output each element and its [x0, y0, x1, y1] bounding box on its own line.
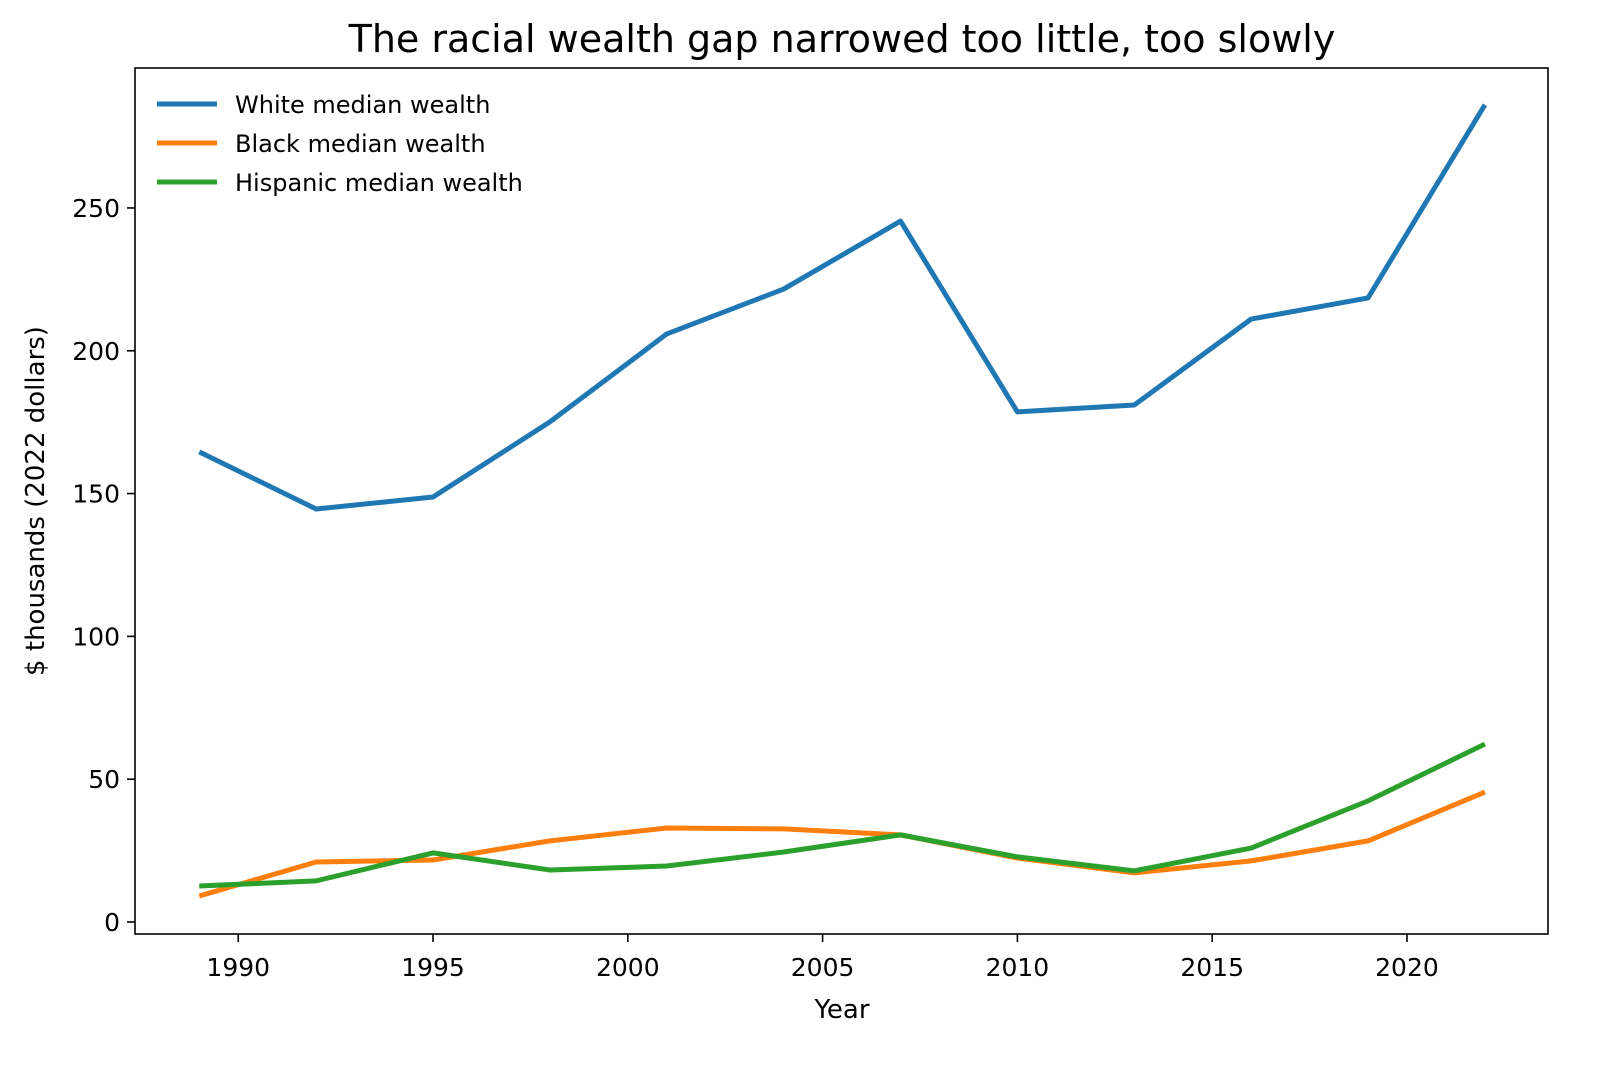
x-axis-label: Year	[813, 995, 869, 1025]
plot-frame	[134, 67, 1549, 935]
x-tick-label: 2015	[1180, 953, 1244, 982]
y-axis-label: $ thousands (2022 dollars)	[21, 326, 51, 676]
x-tick-label: 2010	[986, 953, 1050, 982]
legend: White median wealth Black median wealth Hi…	[157, 91, 523, 197]
y-tick-label: 0	[104, 908, 120, 937]
series-line-hispanic	[199, 741, 1486, 889]
y-tick-label: 250	[72, 194, 120, 223]
x-tick-label: 2000	[596, 953, 660, 982]
series-line-black	[198, 789, 1486, 899]
x-tick-label: 1995	[401, 953, 465, 982]
y-tick-label: 200	[72, 337, 120, 366]
x-tick-label: 2020	[1375, 953, 1439, 982]
legend-label: Black median wealth	[235, 130, 486, 158]
chart-title: The racial wealth gap narrowed too littl…	[348, 17, 1336, 61]
x-tick-label: 2005	[791, 953, 855, 982]
series-line-white	[198, 103, 1488, 512]
x-tick-label: 1990	[206, 953, 270, 982]
legend-label: Hispanic median wealth	[235, 169, 523, 197]
legend-label: White median wealth	[235, 91, 490, 119]
y-tick-label: 150	[72, 480, 120, 509]
y-tick-label: 50	[88, 765, 120, 794]
y-tick-label: 100	[72, 622, 120, 651]
